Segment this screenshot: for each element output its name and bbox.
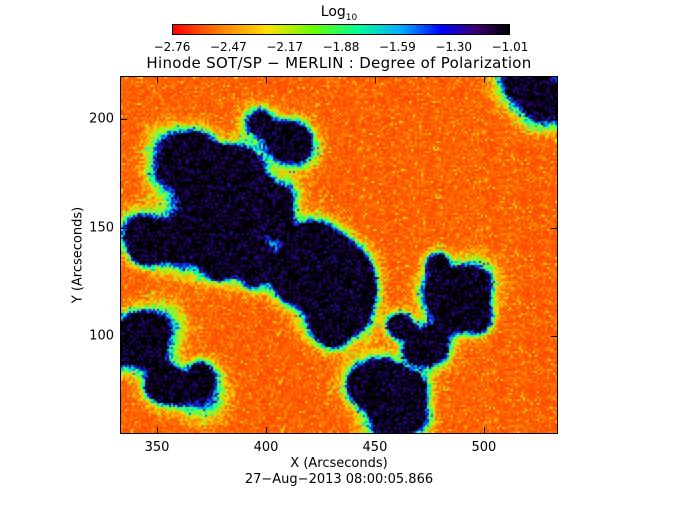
y-axis-label: Y (Arcseconds) [70,206,86,304]
y-tick-label: 100 [89,328,114,344]
colorbar-tick-label: −2.76 [153,40,191,54]
colorbar-tick-label: −1.30 [435,40,473,54]
x-tick-mark [483,76,485,83]
colorbar-title: Log10 [320,4,358,23]
colorbar-tick-label: −2.47 [209,40,247,54]
timestamp: 27−Aug−2013 08:00:05.866 [244,472,434,487]
colorbar-tick-label: −1.01 [491,40,529,54]
x-tick-label: 450 [362,440,388,455]
x-tick-label: 500 [471,440,497,455]
y-tick-mark [120,119,127,121]
colorbar-tick-label: −1.59 [378,40,416,54]
y-tick-label: 150 [89,220,114,236]
x-tick-mark [157,427,159,434]
colorbar-tick-label: −1.88 [322,40,360,54]
colorbar [172,24,510,35]
x-tick-label: 350 [144,440,170,455]
x-tick-mark [374,76,376,83]
plot-frame [120,76,558,434]
x-tick-mark [157,76,159,83]
x-axis-label: X (Arcseconds) [290,456,388,471]
x-tick-mark [266,427,267,434]
polarization-heatmap [121,77,557,433]
x-tick-label: 400 [253,440,279,455]
y-tick-label: 200 [89,111,114,127]
y-tick-mark [551,336,558,338]
chart-title: Hinode SOT/SP − MERLIN : Degree of Polar… [146,54,532,72]
y-tick-mark [120,336,127,338]
colorbar-tick-label: −2.17 [266,40,304,54]
y-tick-mark [551,119,558,121]
x-tick-mark [374,427,376,434]
y-tick-mark [120,227,127,229]
x-tick-mark [266,76,267,83]
y-tick-mark [551,227,558,229]
x-tick-mark [483,427,485,434]
